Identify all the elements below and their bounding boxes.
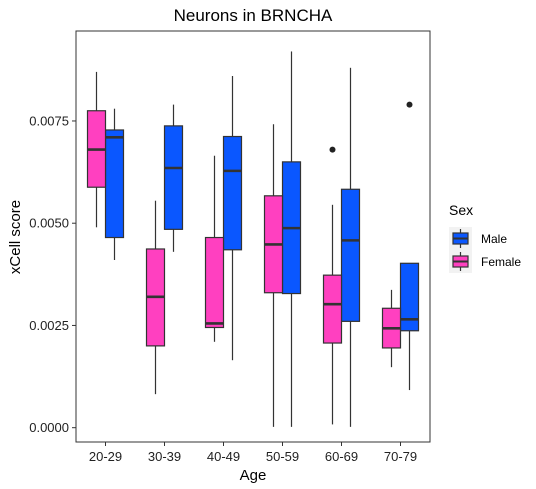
x-tick-label: 70-79 [384, 449, 417, 464]
box-body [322, 274, 343, 344]
x-tick-label: 40-49 [207, 449, 240, 464]
chart-title: Neurons in BRNCHA [174, 6, 333, 25]
box-male-60-69 [340, 67, 361, 427]
box-male-30-39 [163, 104, 184, 252]
x-axis: 20-29 30-39 40-49 50-59 60-69 70-79 [89, 442, 417, 464]
legend-title: Sex [449, 202, 473, 218]
box-female-40-49 [204, 155, 225, 342]
x-tick-label: 30-39 [148, 449, 181, 464]
outlier-point [329, 146, 336, 153]
box-male-70-79 [399, 101, 420, 391]
x-tick-label: 60-69 [325, 449, 358, 464]
box-body [399, 262, 420, 332]
plot-layer [86, 51, 420, 427]
plot-panel [75, 30, 431, 443]
box-body [104, 129, 125, 239]
box-female-30-39 [145, 200, 166, 395]
box-male-20-29 [104, 108, 125, 261]
y-tick-label: 0.0000 [29, 420, 69, 435]
legend-label: Female [481, 255, 521, 269]
y-tick-label: 0.0075 [29, 113, 69, 128]
x-tick-label: 20-29 [89, 449, 122, 464]
legend-item-male: Male [449, 227, 507, 250]
y-tick-label: 0.0025 [29, 318, 69, 333]
box-female-60-69 [322, 146, 343, 425]
x-axis-title: Age [240, 467, 267, 484]
legend-item-female: Female [449, 250, 521, 273]
legend-label: Male [481, 232, 507, 246]
box-body [222, 135, 243, 251]
box-body [204, 236, 225, 329]
box-female-20-29 [86, 71, 107, 228]
y-tick-label: 0.0050 [29, 216, 69, 231]
box-female-70-79 [381, 289, 402, 368]
box-female-50-59 [263, 124, 284, 427]
y-axis: 0.0000 0.0025 0.0050 0.0075 [29, 113, 76, 435]
legend: Sex Male Female [449, 202, 521, 273]
y-axis-title: xCell score [7, 200, 24, 274]
box-body [340, 188, 361, 322]
box-body [163, 125, 184, 230]
outlier-point [406, 101, 413, 108]
x-tick-label: 50-59 [266, 449, 299, 464]
box-male-40-49 [222, 75, 243, 361]
